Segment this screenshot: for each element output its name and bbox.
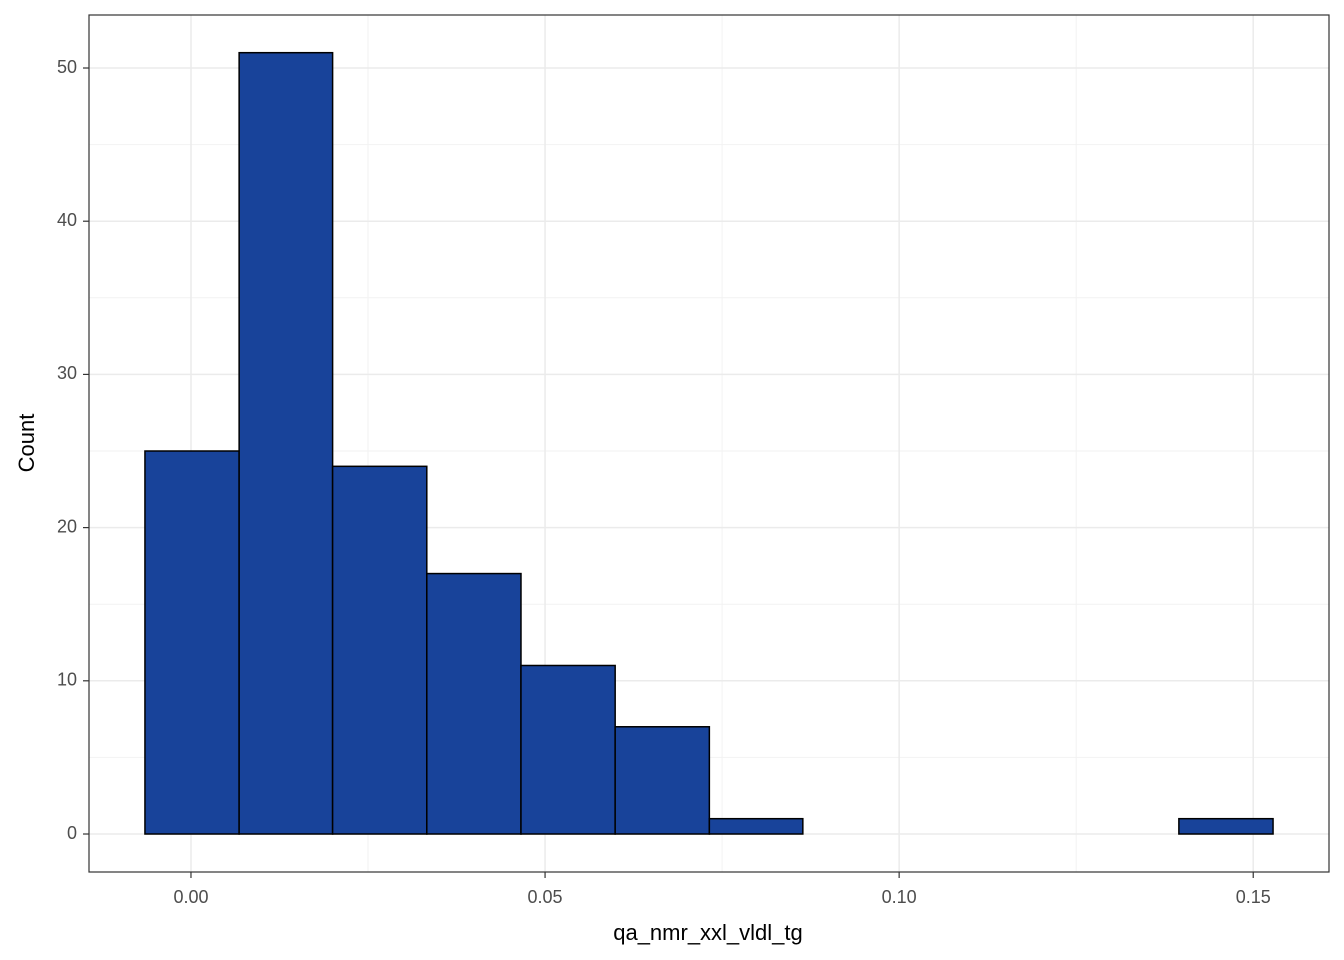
bar: [614, 726, 711, 835]
bar: [238, 51, 334, 835]
y-tick-label: 10: [57, 670, 77, 690]
panel-border: [88, 14, 1330, 873]
x-tick-label: 0.05: [528, 887, 563, 907]
bar: [708, 817, 804, 835]
y-tick-label: 20: [57, 516, 77, 536]
x-tick-label: 0.10: [882, 887, 917, 907]
bar: [426, 572, 522, 835]
y-tick-label: 50: [57, 57, 77, 77]
bar: [331, 465, 428, 835]
y-tick-label: 30: [57, 363, 77, 383]
x-tick-label: 0.00: [173, 887, 208, 907]
y-tick-label: 0: [67, 823, 77, 843]
x-axis-title: qa_nmr_xxl_vldl_tg: [613, 920, 803, 945]
bar: [144, 450, 240, 835]
y-tick-label: 40: [57, 210, 77, 230]
x-tick-label: 0.15: [1236, 887, 1271, 907]
bar: [520, 664, 616, 835]
bar: [1178, 817, 1274, 835]
y-axis-title: Count: [14, 414, 39, 473]
